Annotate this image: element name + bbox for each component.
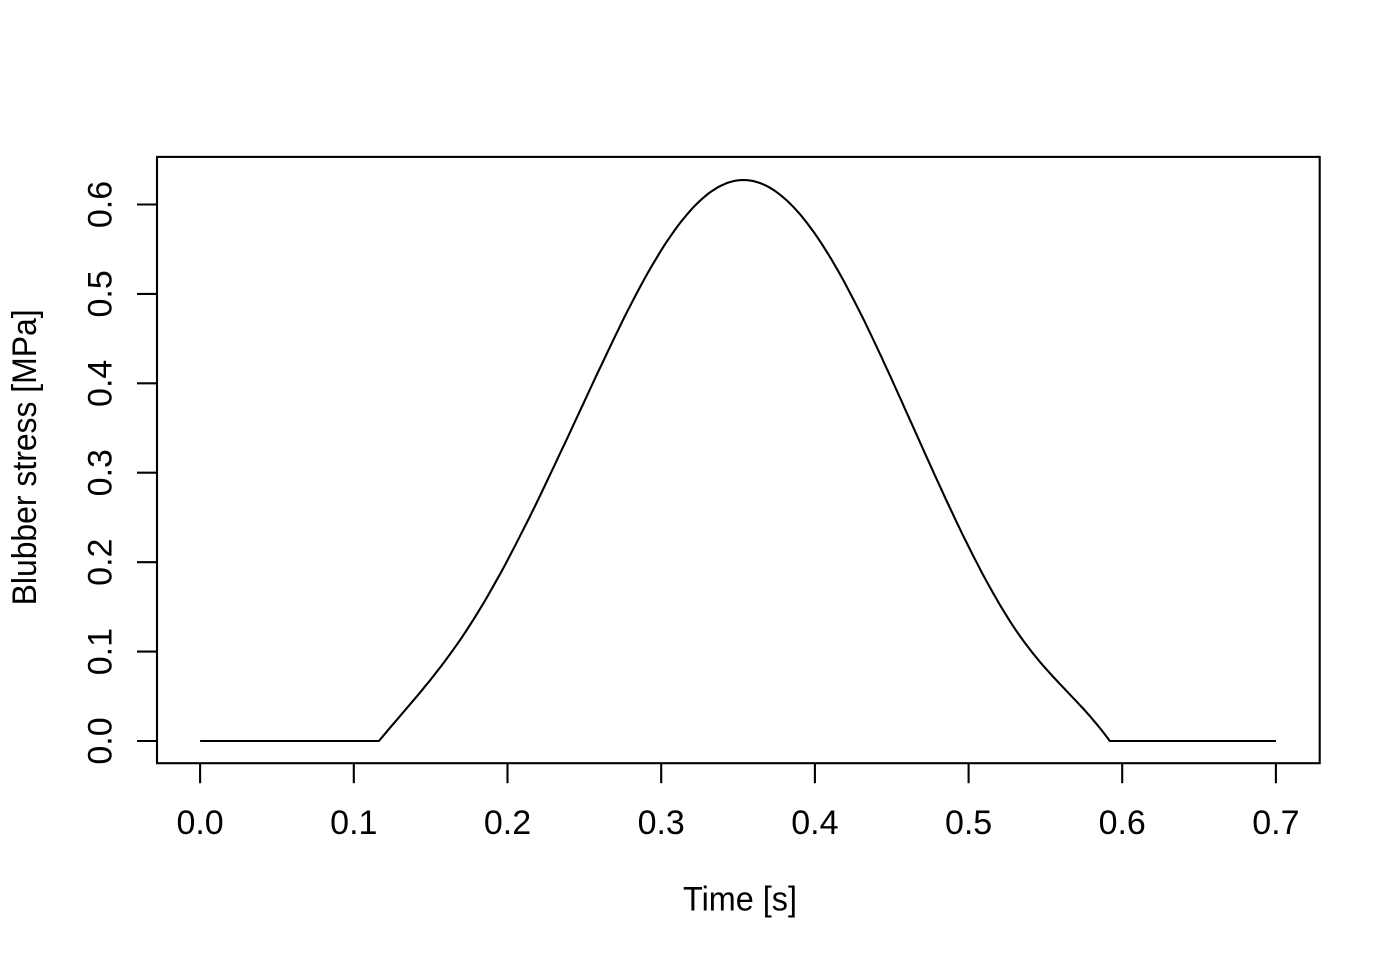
svg-text:Time [s]: Time [s] [683, 880, 797, 918]
svg-text:0.3: 0.3 [82, 449, 120, 496]
svg-text:0.3: 0.3 [638, 804, 685, 842]
svg-text:0.1: 0.1 [82, 628, 120, 675]
svg-text:0.2: 0.2 [82, 539, 120, 586]
svg-text:0.0: 0.0 [176, 804, 223, 842]
svg-text:Blubber stress [MPa]: Blubber stress [MPa] [6, 309, 44, 605]
svg-text:0.4: 0.4 [82, 360, 120, 407]
svg-text:0.7: 0.7 [1252, 804, 1299, 842]
svg-text:0.1: 0.1 [330, 804, 377, 842]
svg-text:0.5: 0.5 [82, 270, 120, 317]
svg-text:0.2: 0.2 [484, 804, 531, 842]
svg-text:0.0: 0.0 [82, 717, 120, 764]
svg-text:0.4: 0.4 [791, 804, 838, 842]
svg-text:0.5: 0.5 [945, 804, 992, 842]
svg-text:0.6: 0.6 [1099, 804, 1146, 842]
svg-text:0.6: 0.6 [82, 181, 120, 228]
